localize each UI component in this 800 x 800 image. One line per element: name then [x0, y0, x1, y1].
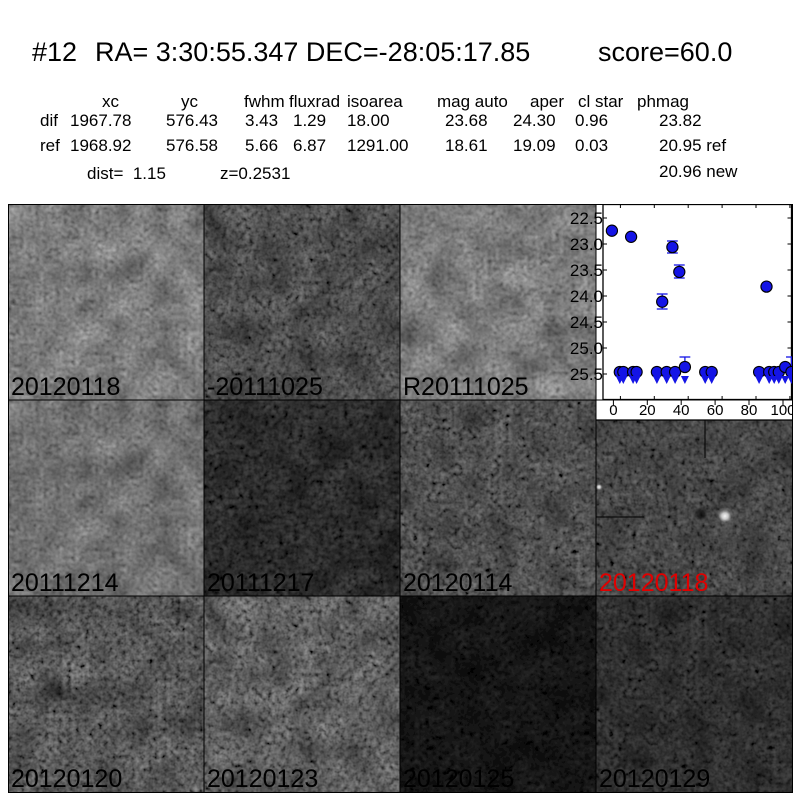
- svg-text:100: 100: [770, 402, 792, 419]
